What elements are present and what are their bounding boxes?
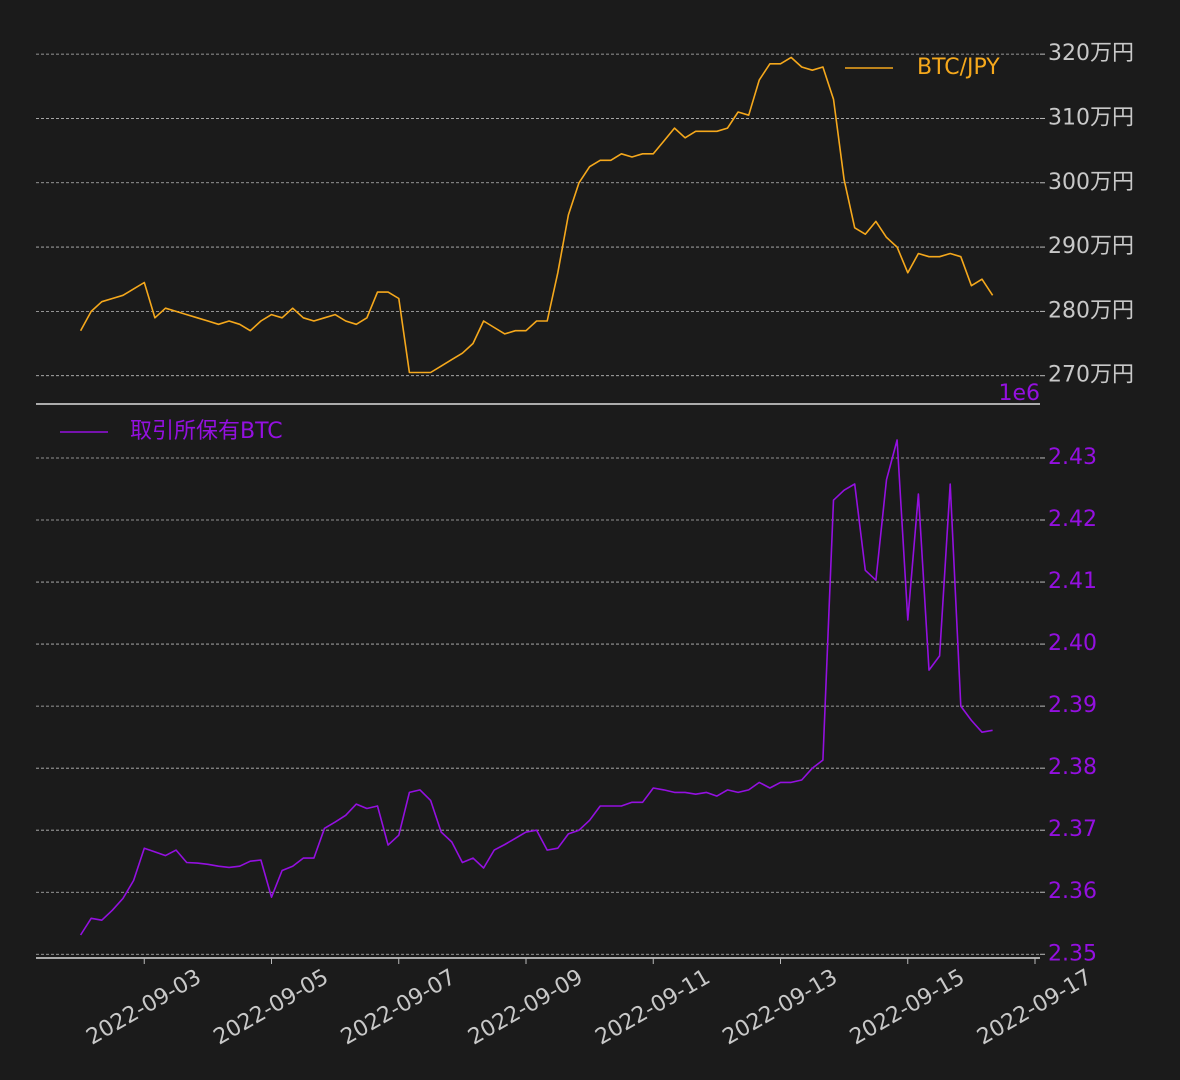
y-tick-label: 2.35: [1048, 941, 1097, 966]
y-tick-label: 320万円: [1048, 41, 1134, 66]
y-tick-label: 2.38: [1048, 755, 1097, 780]
y-tick-label: 2.43: [1048, 445, 1097, 470]
y-tick-label: 280万円: [1048, 298, 1134, 323]
data-line: [79, 56, 994, 374]
y-tick-label: 2.37: [1048, 817, 1097, 842]
y-tick-label: 2.39: [1048, 693, 1097, 718]
legend-label: BTC/JPY: [917, 55, 1000, 80]
y-tick-label: 290万円: [1048, 234, 1134, 259]
y-tick-label: 2.36: [1048, 879, 1097, 904]
x-tick-label: 2022-09-11: [591, 965, 714, 1051]
data-line: [79, 439, 993, 936]
x-tick-label: 2022-09-03: [82, 965, 205, 1051]
x-tick-label: 2022-09-17: [973, 965, 1096, 1051]
x-tick-label: 2022-09-05: [210, 965, 333, 1051]
offset-label: 1e6: [998, 381, 1040, 406]
y-tick-label: 2.42: [1048, 507, 1097, 532]
legend-label: 取引所保有BTC: [130, 419, 283, 444]
y-tick-label: 270万円: [1048, 363, 1134, 388]
y-tick-label: 2.41: [1048, 569, 1097, 594]
y-tick-label: 310万円: [1048, 105, 1134, 130]
y-tick-label: 2.40: [1048, 631, 1097, 656]
x-tick-label: 2022-09-15: [846, 965, 969, 1051]
x-tick-label: 2022-09-07: [337, 965, 460, 1051]
y-tick-label: 300万円: [1048, 170, 1134, 195]
x-tick-label: 2022-09-09: [464, 965, 587, 1051]
x-tick-label: 2022-09-13: [719, 965, 842, 1051]
